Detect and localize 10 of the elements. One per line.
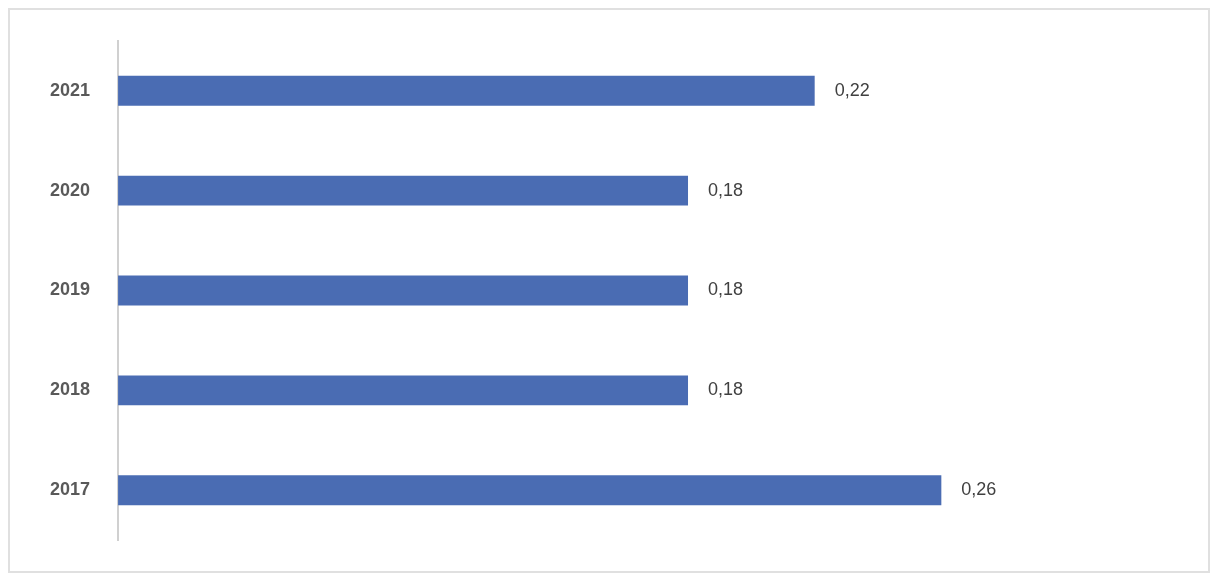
y-tick-label: 2020 bbox=[50, 179, 91, 200]
data-label: 0,18 bbox=[708, 379, 744, 400]
data-label: 0,18 bbox=[708, 279, 744, 300]
y-tick-label: 2018 bbox=[50, 379, 91, 400]
data-label: 0,22 bbox=[834, 79, 870, 100]
y-tick-label: 2021 bbox=[50, 79, 91, 100]
data-label: 0,26 bbox=[961, 479, 997, 500]
y-tick-label: 2019 bbox=[50, 279, 91, 300]
data-label: 0,18 bbox=[708, 179, 744, 200]
y-tick-label: 2017 bbox=[50, 479, 91, 500]
